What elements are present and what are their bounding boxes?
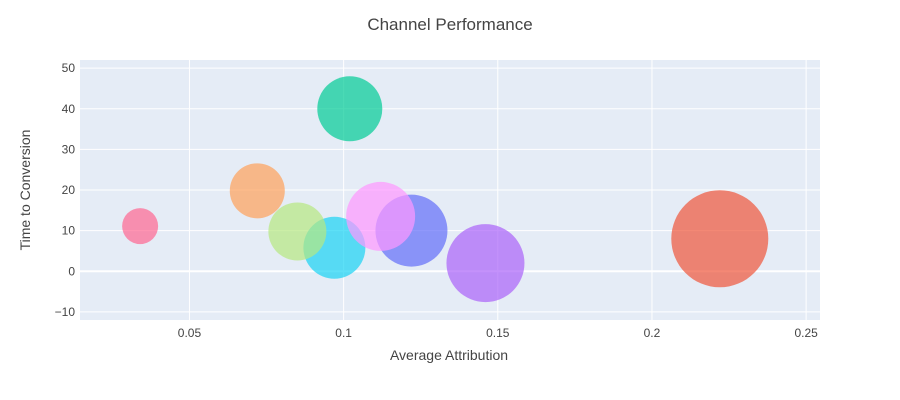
bubble-point-9[interactable] — [122, 208, 159, 245]
x-tick-label: 0.1 — [335, 326, 352, 340]
y-tick-label: 0 — [68, 264, 75, 278]
y-tick-label: 50 — [62, 61, 76, 75]
y-axis-label: Time to Conversion — [17, 130, 33, 251]
y-tick-label: 40 — [62, 102, 76, 116]
bubble-point-6[interactable] — [346, 181, 416, 251]
x-axis-label: Average Attribution — [390, 347, 508, 363]
y-tick-label: 30 — [62, 142, 76, 156]
y-tick-label: 10 — [62, 224, 76, 238]
y-tick-label: −10 — [55, 305, 76, 319]
bubble-point-4[interactable] — [317, 76, 383, 142]
bubble-point-1[interactable] — [671, 190, 769, 288]
x-tick-label: 0.15 — [486, 326, 510, 340]
bubble-point-8[interactable] — [229, 163, 285, 219]
bubble-point-7[interactable] — [268, 202, 327, 261]
chart-title: Channel Performance — [367, 15, 532, 34]
x-tick-label: 0.25 — [794, 326, 818, 340]
x-axis-ticks: 0.05 0.1 0.15 0.2 0.25 — [178, 326, 818, 340]
y-axis-ticks: −10 0 10 20 30 40 50 — [55, 61, 76, 319]
data-points — [122, 76, 769, 303]
x-tick-label: 0.2 — [644, 326, 661, 340]
x-tick-label: 0.05 — [178, 326, 202, 340]
y-tick-label: 20 — [62, 183, 76, 197]
bubble-point-2[interactable] — [446, 224, 525, 303]
